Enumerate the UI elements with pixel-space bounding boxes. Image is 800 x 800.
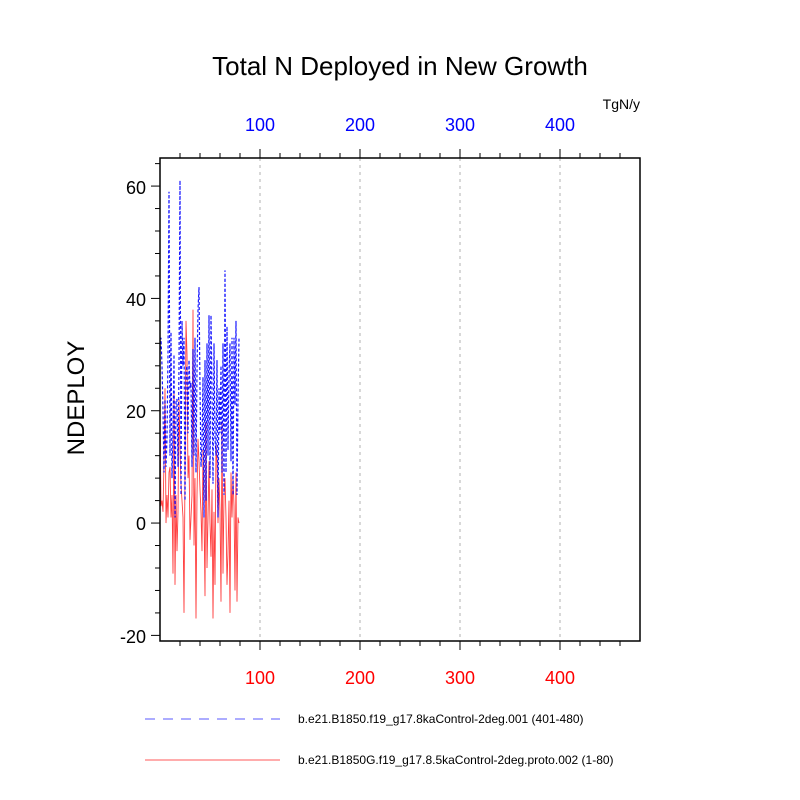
x-top-tick-label: 300	[445, 115, 475, 135]
legend: b.e21.B1850.f19_g17.8kaControl-2deg.001 …	[145, 712, 614, 767]
y-tick-label: -20	[120, 627, 146, 647]
x-top-tick-label: 400	[545, 115, 575, 135]
y-tick-label: 20	[126, 402, 146, 422]
legend-label-series-2: b.e21.B1850G.f19_g17.8.5kaControl-2deg.p…	[298, 753, 614, 767]
series-lines	[159, 180, 240, 619]
y-tick-label: 0	[136, 514, 146, 534]
x-bottom-tick-label: 100	[245, 668, 275, 688]
y-tick-label: 40	[126, 290, 146, 310]
x-bottom-tick-label: 300	[445, 668, 475, 688]
x-top-tick-label: 100	[245, 115, 275, 135]
y-tick-label: 60	[126, 178, 146, 198]
y-axis-label: NDEPLOY	[63, 341, 90, 456]
tick-marks	[151, 149, 621, 650]
series-line-control-401-480	[159, 180, 240, 518]
chart-title: Total N Deployed in New Growth	[212, 51, 588, 81]
series-line-proto-1-80	[159, 309, 240, 619]
units-label: TgN/y	[603, 96, 640, 112]
vertical-grid	[259, 158, 561, 641]
x-bottom-tick-label: 200	[345, 668, 375, 688]
x-bottom-tick-label: 400	[545, 668, 575, 688]
plot-frame	[159, 157, 641, 642]
x-top-tick-label: 200	[345, 115, 375, 135]
legend-label-series-1: b.e21.B1850.f19_g17.8kaControl-2deg.001 …	[298, 712, 584, 726]
